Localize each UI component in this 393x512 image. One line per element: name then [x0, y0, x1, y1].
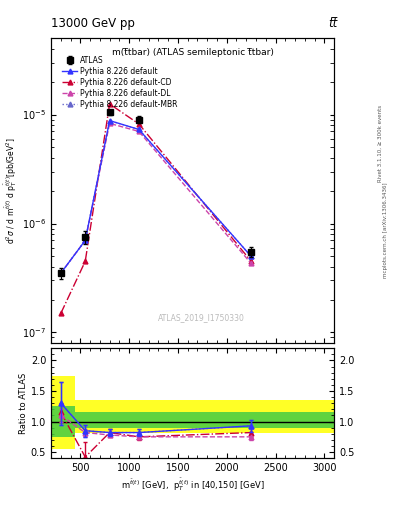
X-axis label: m$^{\bar{t}(t)}$ [GeV],  p$_T^{\bar{t}(t)}$ in [40,150] [GeV]: m$^{\bar{t}(t)}$ [GeV], p$_T^{\bar{t}(t)…	[121, 476, 264, 493]
Text: tt̅: tt̅	[329, 16, 338, 30]
Y-axis label: d$^2\sigma$ / d m$^{\bar{t}(t)}$ d p$_T^{\bar{t}(t)}$[pb/GeV$^2$]: d$^2\sigma$ / d m$^{\bar{t}(t)}$ d p$_T^…	[3, 137, 19, 244]
Text: mcplots.cern.ch [arXiv:1306.3436]: mcplots.cern.ch [arXiv:1306.3436]	[384, 183, 388, 278]
Text: Rivet 3.1.10, ≥ 300k events: Rivet 3.1.10, ≥ 300k events	[378, 105, 383, 182]
Text: 13000 GeV pp: 13000 GeV pp	[51, 16, 135, 30]
Text: m(t̅tbar) (ATLAS semileptonic t̅tbar): m(t̅tbar) (ATLAS semileptonic t̅tbar)	[112, 48, 274, 56]
Text: ATLAS_2019_I1750330: ATLAS_2019_I1750330	[158, 313, 244, 322]
Y-axis label: Ratio to ATLAS: Ratio to ATLAS	[19, 373, 28, 434]
Legend: ATLAS, Pythia 8.226 default, Pythia 8.226 default-CD, Pythia 8.226 default-DL, P: ATLAS, Pythia 8.226 default, Pythia 8.22…	[61, 54, 180, 110]
